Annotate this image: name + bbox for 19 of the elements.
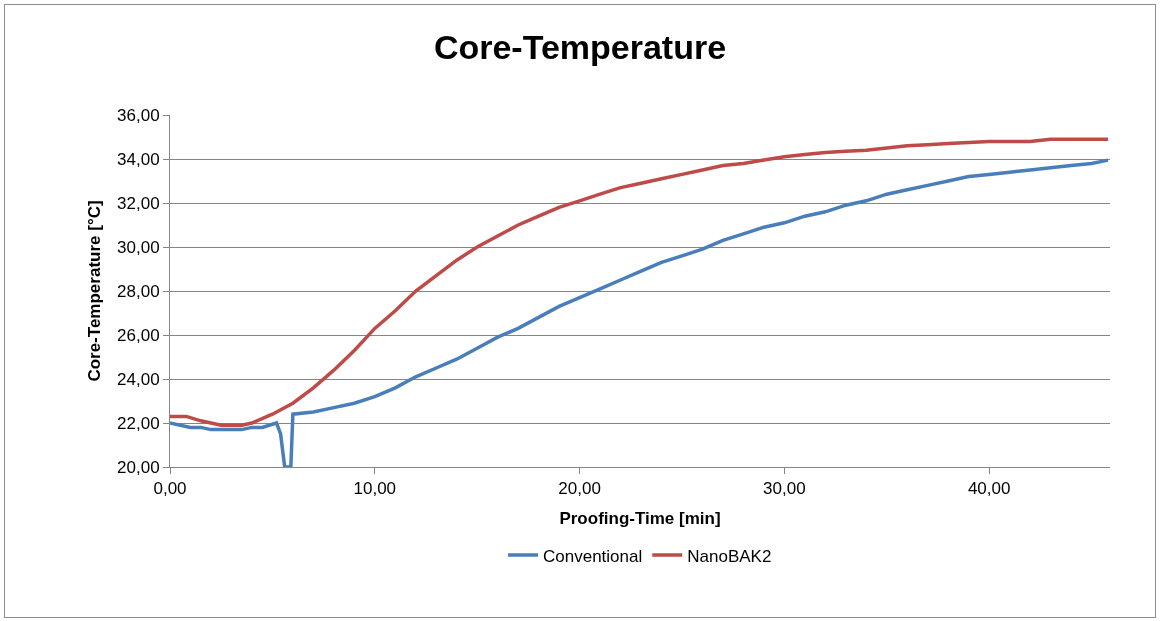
x-tick-label: 0,00	[153, 479, 187, 499]
legend-label: Conventional	[543, 546, 643, 566]
x-tick-label: 40,00	[967, 479, 1011, 499]
x-tick-label: 30,00	[763, 479, 806, 499]
x-axis-title: Proofing-Time [min]	[559, 508, 721, 528]
y-tick-label: 28,00	[117, 281, 160, 301]
y-tick-label: 22,00	[117, 413, 160, 433]
chart-title: Core-Temperature	[433, 28, 727, 67]
y-axis-title: Core-Temperature [°C]	[84, 200, 104, 382]
y-tick-label: 36,00	[117, 105, 160, 125]
y-tick-label: 34,00	[117, 149, 160, 169]
y-tick-label: 30,00	[117, 237, 160, 257]
y-tick-label: 32,00	[117, 193, 160, 213]
y-tick-label: 26,00	[117, 325, 160, 345]
legend-label: NanoBAK2	[687, 546, 772, 566]
y-tick-label: 20,00	[117, 457, 160, 477]
y-tick-label: 24,00	[117, 369, 160, 389]
x-tick-label: 20,00	[558, 479, 601, 499]
x-tick-label: 10,00	[353, 479, 397, 499]
